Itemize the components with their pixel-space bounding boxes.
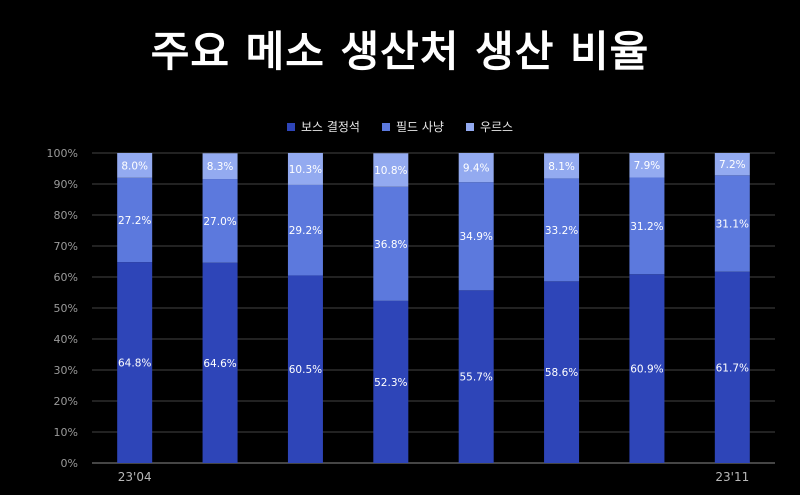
- data-label: 60.9%: [630, 364, 663, 376]
- y-tick-label: 60%: [54, 271, 78, 284]
- data-label: 10.8%: [374, 165, 407, 177]
- legend-label-field: 필드 사냥: [395, 120, 444, 134]
- bar-segment: [629, 153, 665, 178]
- bar-segment: [287, 153, 323, 185]
- y-tick-label: 10%: [54, 426, 78, 439]
- data-label: 27.0%: [203, 216, 236, 228]
- bar-segment: [714, 153, 750, 176]
- bar-segment: [202, 153, 238, 180]
- bar-segment: [714, 271, 750, 463]
- data-label: 8.1%: [548, 161, 575, 173]
- data-label: 61.7%: [716, 362, 749, 374]
- data-label: 64.8%: [118, 358, 151, 370]
- data-label: 31.1%: [716, 219, 749, 231]
- y-tick-label: 40%: [54, 333, 78, 346]
- bar-segment: [373, 153, 409, 187]
- y-tick-label: 50%: [54, 302, 78, 315]
- legend-label-boss: 보스 결정석: [300, 120, 360, 134]
- y-tick-label: 100%: [47, 147, 78, 160]
- data-label: 31.2%: [630, 221, 663, 233]
- data-label: 34.9%: [460, 231, 493, 243]
- legend-swatch-rest: [465, 122, 474, 131]
- data-label: 10.3%: [289, 164, 322, 176]
- legend-item-boss: 보스 결정석: [286, 118, 360, 135]
- bar-segment: [544, 178, 580, 282]
- data-label: 60.5%: [289, 364, 322, 376]
- bar-segment: [714, 175, 750, 272]
- data-label: 8.0%: [121, 160, 148, 172]
- data-label: 64.6%: [203, 358, 236, 370]
- data-label: 27.2%: [118, 215, 151, 227]
- y-tick-label: 30%: [54, 364, 78, 377]
- bar-segment: [458, 290, 494, 463]
- data-label: 9.4%: [463, 163, 490, 175]
- bar-segment: [458, 153, 494, 183]
- y-tick-label: 70%: [54, 240, 78, 253]
- data-label: 33.2%: [545, 225, 578, 237]
- bar-segment: [287, 184, 323, 276]
- data-label: 29.2%: [289, 225, 322, 237]
- x-tick-label: 23'11: [715, 470, 749, 484]
- bar-segment: [373, 186, 409, 301]
- legend-label-rest: 우르스: [479, 120, 514, 134]
- y-tick-label: 90%: [54, 178, 78, 191]
- data-label: 52.3%: [374, 377, 407, 389]
- bar-segment: [544, 153, 580, 179]
- data-label: 58.6%: [545, 367, 578, 379]
- y-tick-label: 20%: [54, 395, 78, 408]
- bar-segment: [629, 177, 665, 275]
- bar-segment: [117, 177, 153, 263]
- chart-title: 주요 메소 생산처 생산 비율: [150, 27, 650, 76]
- legend-swatch-field: [381, 122, 390, 131]
- bar-segment: [629, 274, 665, 463]
- data-label: 55.7%: [460, 372, 493, 384]
- data-label: 8.3%: [207, 161, 234, 173]
- y-tick-label: 80%: [54, 209, 78, 222]
- bar-segment: [544, 281, 580, 463]
- legend-item-field: 필드 사냥: [381, 118, 444, 135]
- bar-segment: [202, 262, 238, 463]
- x-tick-label: 23'04: [118, 470, 152, 484]
- legend-item-rest: 우르스: [465, 118, 514, 135]
- bar-segment: [117, 153, 153, 178]
- bar-segment: [117, 262, 153, 463]
- data-label: 7.9%: [634, 160, 661, 172]
- bar-segment: [458, 182, 494, 291]
- bar-segment: [202, 179, 238, 263]
- data-label: 7.2%: [719, 159, 746, 171]
- bar-segment: [287, 275, 323, 463]
- bar-segment: [373, 300, 409, 463]
- legend: 보스 결정석 필드 사냥 우르스: [0, 118, 800, 135]
- data-label: 36.8%: [374, 239, 407, 251]
- legend-swatch-boss: [286, 122, 295, 131]
- y-tick-label: 0%: [61, 457, 78, 470]
